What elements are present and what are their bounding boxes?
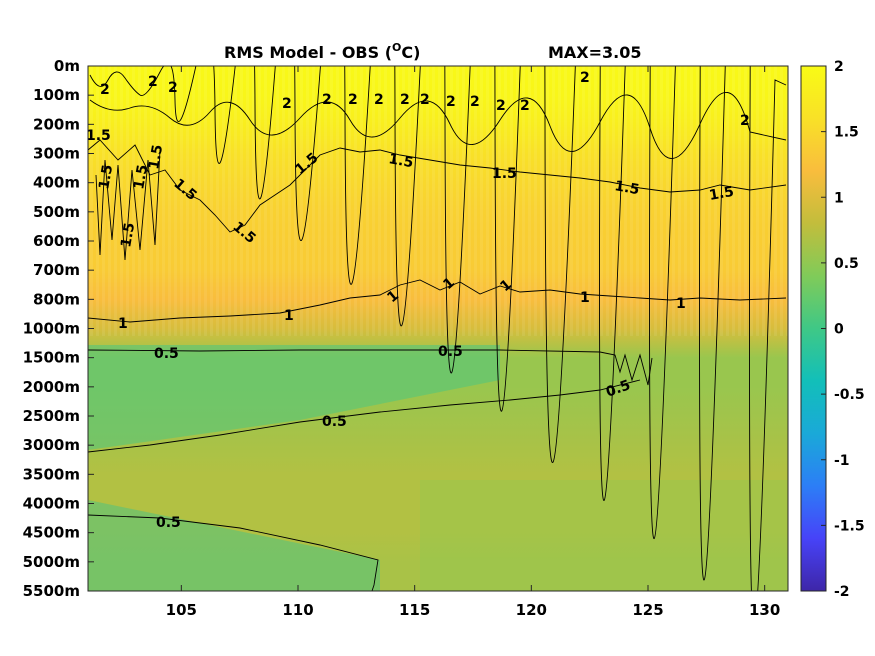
contour-label: 1	[118, 316, 128, 332]
contour-label: 0.5	[604, 377, 633, 401]
colorbar-tick-label: 1.5	[834, 125, 859, 141]
heatmap-region-east-deep	[420, 480, 788, 591]
y-axis: 0m 100m 200m 300m 400m 500m 600m 700m 800m 1000m 1…	[23, 57, 94, 600]
contour-label: 2	[446, 94, 456, 110]
heatmap-region-west-deep	[88, 345, 500, 450]
contour-1.5-west-loop	[95, 149, 161, 261]
contour-0.5-middle	[88, 379, 641, 453]
colorbar-tick-label: -0.5	[834, 387, 865, 403]
y-tick-label: 4500m	[23, 524, 80, 542]
contour-label: 1.5	[146, 143, 166, 170]
y-tick-label: 5000m	[23, 553, 80, 571]
contour-label: 1.5	[387, 151, 414, 171]
x-axis: 105 110 115 120 125 130	[166, 66, 780, 619]
contour-label: 2	[400, 92, 410, 108]
y-tick-label: 3000m	[23, 436, 80, 454]
y-tick-label: 300m	[33, 145, 80, 163]
x-tick-label: 110	[282, 601, 313, 619]
colorbar-tick-label: 0.5	[834, 256, 859, 272]
contour-label: 1	[676, 296, 686, 312]
contour-2-upper	[89, 66, 787, 591]
colorbar: 2 1.5 1 0.5 0 -0.5 -1 -1.5 -2	[800, 59, 865, 600]
contour-label: 2	[740, 113, 750, 129]
contour-label: 2	[168, 80, 178, 96]
contour-lines	[88, 66, 787, 591]
y-tick-label: 1000m	[23, 320, 80, 338]
y-tick-label: 1500m	[23, 349, 80, 367]
colorbar-tick-label: -2	[834, 584, 850, 600]
contour-1.5-main	[88, 139, 787, 233]
contour-label: 1.5	[86, 128, 111, 144]
contour-label: 2	[470, 94, 480, 110]
contour-label: 2	[496, 98, 506, 114]
contour-label: 1.5	[118, 221, 138, 248]
x-tick-label: 125	[632, 601, 663, 619]
contour-label: 2	[348, 92, 358, 108]
colorbar-ticks: 2 1.5 1 0.5 0 -0.5 -1 -1.5 -2	[821, 59, 865, 600]
contour-label: 1.5	[96, 163, 116, 190]
y-tick-label: 2000m	[23, 378, 80, 396]
contour-label: 1	[284, 308, 294, 324]
contour-label: 2	[282, 96, 292, 112]
contour-label: 0.5	[154, 346, 179, 362]
contour-label: 1.5	[708, 184, 735, 204]
y-tick-label: 0m	[54, 57, 80, 75]
y-tick-label: 400m	[33, 174, 80, 192]
contour-label: 0.5	[156, 515, 181, 531]
contour-label: 1.5	[131, 163, 151, 190]
x-tick-label: 115	[399, 601, 430, 619]
contour-0.5-upper	[88, 349, 653, 386]
contour-label: 2	[100, 82, 110, 98]
contour-label: 1	[580, 290, 590, 306]
colorbar-tick-label: 1	[834, 190, 844, 206]
contour-label: 2	[520, 98, 530, 114]
contour-0.5-lower	[88, 514, 379, 591]
y-tick-label: 100m	[33, 86, 80, 104]
contour-label: 1.5	[492, 166, 517, 182]
contour-label: 2	[420, 92, 430, 108]
contour-label: 2	[322, 92, 332, 108]
y-tick-label: 200m	[33, 115, 80, 133]
y-tick-label: 3500m	[23, 465, 80, 483]
contour-label: 0.5	[322, 414, 347, 430]
contour-label: 0.5	[438, 344, 463, 360]
chart-title: RMS Model - OBS (OC)	[224, 41, 420, 62]
colorbar-tick-label: -1.5	[834, 518, 865, 534]
contour-2-lower	[89, 91, 787, 159]
y-tick-label: 700m	[33, 261, 80, 279]
x-tick-label: 130	[749, 601, 780, 619]
colorbar-tick-label: -1	[834, 453, 850, 469]
x-tick-label: 120	[516, 601, 547, 619]
y-tick-label: 4000m	[23, 495, 80, 513]
x-tick-label: 105	[166, 601, 197, 619]
contour-label: 2	[580, 70, 590, 86]
y-tick-label: 5500m	[23, 582, 80, 600]
y-tick-label: 600m	[33, 232, 80, 250]
contour-label: 1.5	[613, 178, 640, 198]
max-annotation: MAX=3.05	[548, 43, 642, 62]
contour-label: 2	[148, 74, 158, 90]
contour-label: 2	[374, 92, 384, 108]
contour-1-main	[88, 279, 787, 323]
colorbar-tick-label: 2	[834, 59, 844, 75]
y-tick-label: 800m	[33, 290, 80, 308]
y-tick-label: 500m	[33, 203, 80, 221]
colorbar-tick-label: 0	[834, 322, 844, 338]
y-tick-label: 2500m	[23, 407, 80, 425]
heatmap-field: 2 2 2 2 2 2 2 2 2 2 2 2 2 2 2 1.5 1.5 1.…	[86, 66, 788, 591]
heatmap-region-southwest-deep	[88, 500, 380, 591]
